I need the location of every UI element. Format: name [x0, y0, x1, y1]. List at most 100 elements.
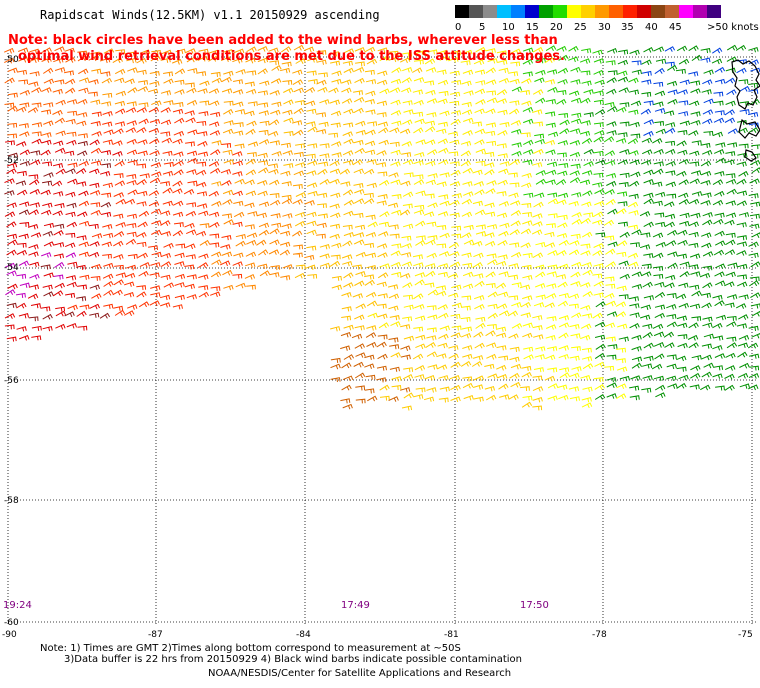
wind-barb	[77, 98, 88, 105]
wind-barb	[629, 121, 640, 128]
wind-barb	[67, 304, 78, 311]
wind-barb	[701, 371, 712, 378]
wind-barb	[510, 61, 521, 67]
wind-barb	[197, 203, 208, 209]
wind-barb	[126, 213, 137, 219]
wind-barb	[725, 178, 737, 185]
wind-barb	[460, 305, 471, 311]
wind-barb	[256, 239, 267, 246]
wind-barb	[401, 261, 413, 267]
wind-barb	[474, 128, 486, 135]
wind-barb	[666, 314, 677, 320]
wind-barb	[363, 168, 375, 175]
wind-barb	[137, 139, 148, 145]
legend-label: 40	[645, 22, 658, 33]
wind-barb	[462, 262, 473, 269]
wind-barb	[232, 273, 243, 279]
wind-barb	[18, 79, 28, 85]
wind-barb	[713, 91, 724, 97]
legend-swatch	[455, 5, 469, 18]
wind-barb	[451, 302, 463, 309]
wind-barb	[569, 396, 580, 402]
wind-barb	[427, 149, 438, 155]
wind-barb	[257, 190, 268, 197]
wind-barb	[604, 189, 615, 195]
wind-barb	[7, 283, 18, 290]
wind-barb	[461, 80, 472, 86]
wind-barb	[495, 326, 507, 332]
wind-barb	[183, 188, 195, 195]
wind-barb	[89, 284, 100, 290]
wind-barb	[509, 78, 520, 85]
wind-barb	[307, 143, 318, 149]
wind-barb	[511, 150, 522, 157]
wind-barb	[461, 232, 472, 239]
wind-barb	[196, 161, 207, 167]
wind-barb	[607, 241, 618, 247]
wind-barb	[269, 193, 280, 199]
wind-barb	[713, 249, 725, 256]
wind-barb	[41, 209, 52, 216]
legend-swatch	[623, 5, 637, 18]
wind-barb	[89, 241, 100, 247]
wind-barb	[159, 294, 171, 301]
wind-barb	[259, 80, 270, 86]
wind-barb	[28, 316, 39, 322]
wind-barb	[642, 375, 653, 381]
wind-barb	[307, 79, 318, 85]
wind-barb	[749, 365, 760, 371]
wind-barb	[535, 97, 546, 104]
wind-barb	[427, 314, 438, 320]
wind-barb	[654, 67, 665, 75]
wind-barb	[149, 80, 160, 87]
wind-barb	[414, 151, 425, 158]
wind-barb	[498, 67, 509, 74]
wind-barb	[643, 221, 654, 228]
wind-barb	[555, 274, 567, 280]
wind-barb	[53, 242, 65, 248]
wind-barb	[78, 190, 89, 197]
wind-barb	[451, 192, 462, 199]
wind-barb	[391, 271, 402, 278]
wind-barb	[508, 71, 519, 77]
wind-barb	[691, 170, 702, 176]
wind-barb	[726, 315, 737, 321]
wind-barb	[52, 162, 64, 169]
wind-barb	[676, 355, 687, 362]
wind-barb	[531, 229, 543, 236]
wind-barb	[389, 233, 400, 239]
wind-barb	[652, 200, 663, 206]
wind-barb	[571, 212, 582, 218]
wind-barb	[579, 130, 591, 137]
wind-barb	[535, 283, 546, 289]
wind-barb	[364, 46, 376, 53]
wind-barb	[485, 188, 496, 194]
wind-barb	[209, 121, 220, 127]
wind-barb	[90, 209, 102, 216]
wind-barb	[246, 120, 257, 127]
wind-barb	[258, 249, 269, 256]
legend-swatch	[511, 5, 525, 18]
wind-barb	[690, 271, 701, 277]
wind-barb	[666, 375, 677, 382]
wind-barb	[449, 181, 461, 187]
wind-barb	[352, 159, 363, 166]
wind-barb	[196, 71, 207, 77]
wind-barb	[402, 282, 413, 288]
wind-barb	[653, 252, 664, 259]
wind-barb	[365, 291, 377, 298]
wind-barb	[690, 88, 701, 94]
wind-barb	[281, 198, 293, 205]
wind-barb	[101, 192, 112, 198]
wind-barb	[113, 231, 125, 237]
wind-barb	[367, 312, 378, 319]
wind-barb	[163, 100, 174, 106]
wind-barb	[498, 383, 509, 390]
wind-barb	[271, 222, 282, 228]
wind-barb	[340, 331, 352, 338]
legend-swatch	[637, 5, 651, 18]
wind-barb	[208, 190, 220, 197]
wind-barb	[366, 264, 377, 271]
wind-barb	[617, 201, 628, 207]
wind-barb	[521, 401, 533, 408]
